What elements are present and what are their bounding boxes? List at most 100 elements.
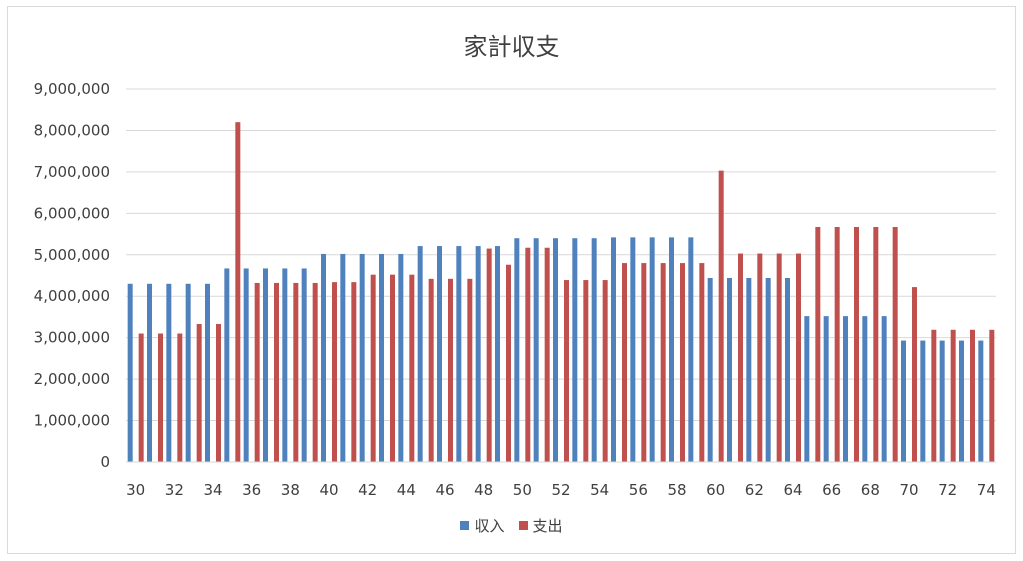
bar-income-73 xyxy=(959,340,964,462)
bar-expense-32 xyxy=(177,333,183,462)
y-tick-label: 9,000,000 xyxy=(34,80,110,98)
bar-income-49 xyxy=(495,246,500,462)
x-tick-label: 46 xyxy=(435,481,454,499)
y-tick-label: 0 xyxy=(100,453,110,471)
bar-income-46 xyxy=(437,246,442,462)
bar-expense-41 xyxy=(351,282,357,462)
bar-income-53 xyxy=(572,238,578,462)
y-tick-label: 5,000,000 xyxy=(34,246,110,264)
legend-item-income: 収入 xyxy=(460,515,505,536)
legend-swatch-expense xyxy=(518,521,528,530)
bar-income-70 xyxy=(901,340,906,462)
x-tick-label: 72 xyxy=(938,481,957,499)
bar-expense-64 xyxy=(796,253,801,462)
x-tick-label: 34 xyxy=(203,481,222,499)
bar-income-68 xyxy=(862,316,868,462)
bar-expense-56 xyxy=(641,263,647,462)
bar-expense-33 xyxy=(196,323,202,462)
bar-expense-31 xyxy=(158,333,163,462)
bar-income-52 xyxy=(553,238,558,462)
bar-income-42 xyxy=(359,253,365,462)
x-tick-label: 58 xyxy=(667,481,686,499)
x-tick-label: 70 xyxy=(899,481,918,499)
bar-expense-46 xyxy=(448,278,453,462)
x-tick-label: 54 xyxy=(590,481,609,499)
bar-income-64 xyxy=(785,277,790,462)
y-tick-label: 4,000,000 xyxy=(34,287,110,305)
bar-expense-61 xyxy=(738,253,743,462)
bar-expense-58 xyxy=(680,263,685,462)
bar-income-39 xyxy=(301,268,307,462)
bar-income-71 xyxy=(920,340,926,462)
bar-income-63 xyxy=(765,277,771,462)
bar-expense-62 xyxy=(757,253,763,462)
bar-income-50 xyxy=(514,238,520,462)
bar-income-54 xyxy=(591,238,597,462)
x-tick-label: 32 xyxy=(165,481,184,499)
bar-expense-48 xyxy=(486,248,492,462)
x-tick-label: 44 xyxy=(397,481,416,499)
bar-expense-63 xyxy=(776,253,782,462)
y-tick-label: 8,000,000 xyxy=(34,121,110,139)
bar-expense-74 xyxy=(989,329,995,462)
x-tick-label: 52 xyxy=(551,481,570,499)
bar-expense-51 xyxy=(544,247,550,462)
bar-income-61 xyxy=(727,277,732,462)
bar-expense-39 xyxy=(312,282,318,462)
y-tick-label: 2,000,000 xyxy=(34,370,110,388)
bar-income-57 xyxy=(649,237,655,462)
x-axis: 30 32 34 36 38 40 42 44 46 48 50 52 54 56 58 60 62 64 66 68… xyxy=(126,461,996,499)
bar-expense-65 xyxy=(815,227,821,462)
bar-expense-60 xyxy=(718,170,724,462)
x-tick-label: 50 xyxy=(513,481,532,499)
bar-expense-67 xyxy=(854,227,859,462)
chart-frame xyxy=(7,6,1016,554)
bar-expense-30 xyxy=(138,333,144,462)
bar-income-74 xyxy=(978,340,984,462)
bar-expense-43 xyxy=(390,274,395,462)
bar-expense-34 xyxy=(216,323,221,462)
x-tick-label: 60 xyxy=(706,481,725,499)
legend-label-income: 収入 xyxy=(474,517,505,535)
x-tick-label: 74 xyxy=(977,481,996,499)
bar-expense-70 xyxy=(912,287,917,462)
x-tick-label: 38 xyxy=(281,481,300,499)
bar-income-48 xyxy=(475,246,481,462)
bar-expense-54 xyxy=(602,280,608,462)
legend-swatch-income xyxy=(460,521,470,530)
bar-income-35 xyxy=(224,268,230,462)
x-tick-label: 64 xyxy=(783,481,802,499)
x-tick-label: 36 xyxy=(242,481,261,499)
bar-income-72 xyxy=(939,340,945,462)
x-tick-label: 62 xyxy=(745,481,764,499)
bar-income-62 xyxy=(746,277,752,462)
bar-income-37 xyxy=(263,268,268,462)
chart-title: 家計収支 xyxy=(463,33,560,61)
bar-income-32 xyxy=(166,283,172,462)
bar-income-36 xyxy=(243,268,249,462)
legend-label-expense: 支出 xyxy=(532,517,563,535)
bar-expense-49 xyxy=(506,264,511,462)
x-tick-label: 68 xyxy=(861,481,880,499)
bar-income-31 xyxy=(147,283,152,462)
x-tick-label: 48 xyxy=(474,481,493,499)
bar-expense-68 xyxy=(873,227,879,462)
y-tick-label: 1,000,000 xyxy=(34,412,110,430)
bar-expense-73 xyxy=(970,329,975,462)
bar-income-47 xyxy=(456,246,462,462)
bar-income-43 xyxy=(379,253,384,462)
bar-income-65 xyxy=(804,316,810,462)
bar-income-33 xyxy=(185,283,191,462)
bar-expense-44 xyxy=(409,274,415,462)
bar-expense-57 xyxy=(660,263,666,462)
bar-expense-50 xyxy=(525,247,531,462)
bar-income-44 xyxy=(398,253,404,462)
bar-income-67 xyxy=(843,316,848,462)
bar-income-51 xyxy=(533,238,539,462)
x-tick-label: 66 xyxy=(822,481,841,499)
bar-income-58 xyxy=(669,237,674,462)
gridlines xyxy=(126,88,996,422)
bar-expense-40 xyxy=(332,282,337,462)
y-axis-ticks: 0 1,000,000 2,000,000 3,000,000 4,000,000 5,0… xyxy=(34,80,110,471)
